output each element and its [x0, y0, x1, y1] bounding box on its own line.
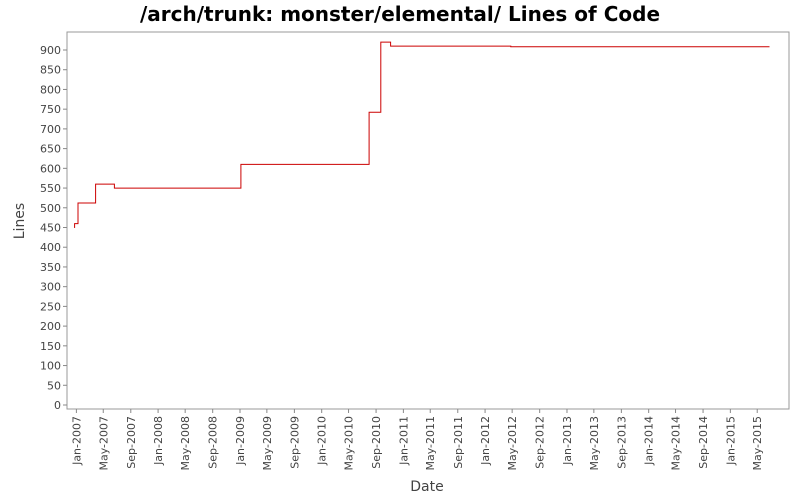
x-tick-label: Sep-2011 [452, 416, 465, 469]
x-tick-label: May-2009 [261, 416, 274, 471]
y-tick-label: 250 [40, 300, 61, 313]
y-tick-label: 400 [40, 241, 61, 254]
x-tick-label: Jan-2011 [397, 416, 410, 466]
series-layer [74, 41, 770, 228]
y-tick-label: 0 [54, 399, 61, 412]
y-tick-label: 350 [40, 261, 61, 274]
y-tick-label: 50 [47, 379, 61, 392]
x-tick-label: Sep-2013 [615, 416, 628, 469]
plot-area [66, 31, 790, 410]
x-tick-label: Jan-2008 [152, 416, 165, 466]
y-tick-label: 100 [40, 360, 61, 373]
y-tick-label: 600 [40, 162, 61, 175]
y-tick-label: 150 [40, 340, 61, 353]
x-tick-label: Jan-2009 [234, 416, 247, 466]
x-tick-label: Sep-2012 [534, 416, 547, 469]
x-tick-label: Sep-2008 [207, 416, 220, 469]
x-tick-label: Jan-2007 [70, 416, 83, 466]
x-tick-label: Jan-2010 [316, 416, 329, 466]
x-tick-label: May-2013 [588, 416, 601, 471]
x-tick-label: Sep-2014 [697, 416, 710, 469]
y-tick-label: 450 [40, 222, 61, 235]
x-tick-label: Jan-2013 [561, 416, 574, 466]
series-line [74, 41, 770, 228]
x-tick-label: May-2011 [424, 416, 437, 471]
x-tick-label: Sep-2007 [125, 416, 138, 469]
x-tick-label: May-2007 [97, 416, 110, 471]
x-tick-label: Sep-2010 [370, 416, 383, 469]
x-tick-label: May-2010 [343, 416, 356, 471]
chart-title: /arch/trunk: monster/elemental/ Lines of… [140, 2, 660, 26]
x-tick-label: May-2008 [179, 416, 192, 471]
y-tick-label: 200 [40, 320, 61, 333]
y-tick-label: 750 [40, 103, 61, 116]
y-tick-label: 650 [40, 143, 61, 156]
y-tick-label: 850 [40, 64, 61, 77]
y-tick-label: 300 [40, 281, 61, 294]
x-axis: Jan-2007 May-2007 Sep-2007 Jan-2008 May-2008… [70, 409, 764, 471]
y-tick-label: 500 [40, 202, 61, 215]
x-tick-label: Jan-2014 [643, 416, 656, 466]
y-axis: 0 50 100 150 200 250 300 350 400 450 500 550 600 650 7… [40, 44, 67, 412]
x-tick-label: May-2014 [670, 416, 683, 471]
x-tick-label: May-2015 [751, 416, 764, 471]
y-tick-label: 800 [40, 83, 61, 96]
y-tick-label: 700 [40, 123, 61, 136]
y-tick-label: 550 [40, 182, 61, 195]
y-tick-label: 900 [40, 44, 61, 57]
x-tick-label: Sep-2009 [288, 416, 301, 469]
x-tick-label: Jan-2015 [724, 416, 737, 466]
y-axis-label: Lines [12, 203, 28, 239]
x-tick-label: Jan-2012 [479, 416, 492, 466]
x-axis-label: Date [410, 479, 443, 495]
x-tick-label: May-2012 [506, 416, 519, 471]
